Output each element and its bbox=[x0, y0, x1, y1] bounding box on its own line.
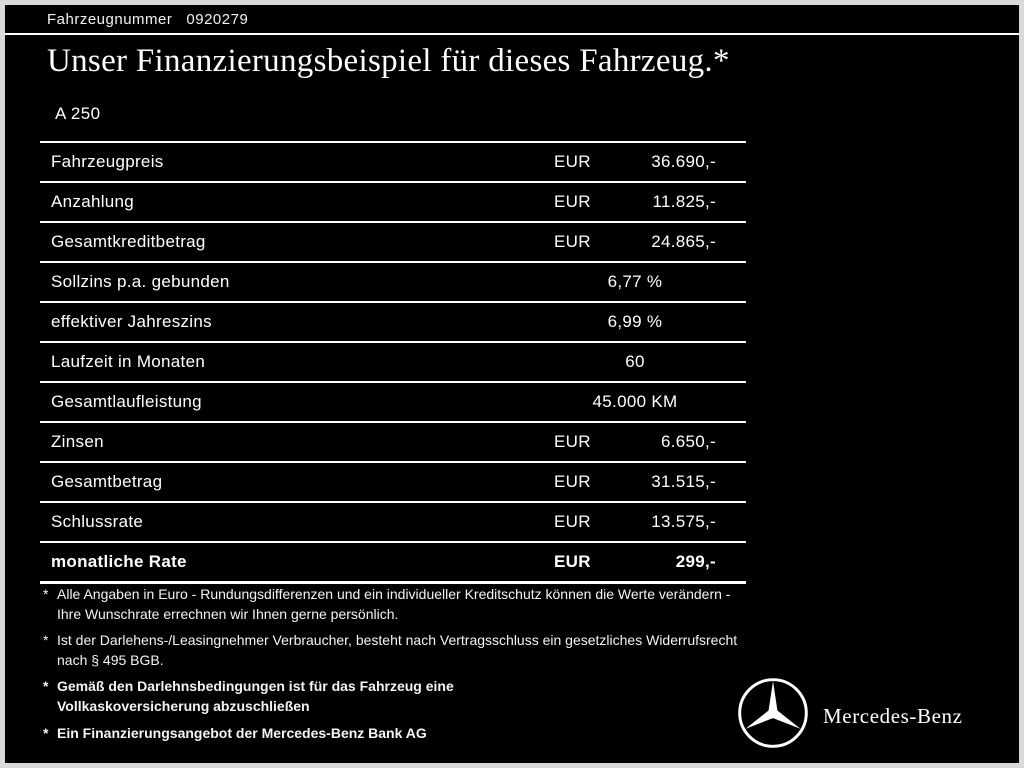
row-value: 60 bbox=[625, 352, 645, 371]
row-label: Gesamtlaufleistung bbox=[51, 392, 202, 411]
footnotes: * Alle Angaben in Euro - Rundungsdiffere… bbox=[43, 585, 757, 750]
row-label: Gesamtbetrag bbox=[51, 472, 163, 491]
top-divider bbox=[5, 33, 1019, 35]
row-value: 36.690,- bbox=[651, 152, 716, 171]
row-label: Gesamtkreditbetrag bbox=[51, 232, 206, 251]
footnote-marker: * bbox=[43, 678, 49, 695]
row-value: 24.865,- bbox=[651, 232, 716, 251]
footnote-marker: * bbox=[43, 586, 49, 602]
financing-table: Fahrzeugpreis EUR 36.690,- Anzahlung EUR 1… bbox=[40, 141, 746, 584]
footnote: * Ist der Darlehens-/Leasingnehmer Verbr… bbox=[43, 631, 757, 670]
row-label: monatliche Rate bbox=[51, 552, 187, 571]
footnote-text: Ist der Darlehens-/Leasingnehmer Verbrau… bbox=[57, 632, 738, 668]
row-value: 13.575,- bbox=[651, 512, 716, 531]
row-value: 6.650,- bbox=[660, 432, 716, 451]
table-row: Schlussrate EUR 13.575,- bbox=[40, 501, 746, 541]
row-value: 299,- bbox=[675, 552, 716, 571]
table-row: Gesamtlaufleistung 45.000 KM bbox=[40, 381, 746, 421]
row-currency: EUR bbox=[554, 192, 591, 211]
mercedes-star-icon bbox=[738, 678, 808, 748]
row-currency: EUR bbox=[554, 232, 591, 251]
footnote-marker: * bbox=[43, 724, 49, 741]
row-currency: EUR bbox=[554, 432, 591, 451]
brand-wordmark: Mercedes-Benz bbox=[823, 704, 963, 728]
row-label: effektiver Jahreszins bbox=[51, 312, 212, 331]
table-row: Anzahlung EUR 11.825,- bbox=[40, 181, 746, 221]
footnote-text: Gemäß den Darlehnsbedingungen ist für da… bbox=[57, 678, 454, 714]
table-row: Sollzins p.a. gebunden 6,77 % bbox=[40, 261, 746, 301]
row-value: 6,77 % bbox=[607, 272, 663, 291]
row-value: 31.515,- bbox=[651, 472, 716, 491]
row-label: Zinsen bbox=[51, 432, 104, 451]
footnote-marker: * bbox=[43, 632, 49, 649]
vehicle-number-value: 0920279 bbox=[186, 11, 249, 28]
footnote: * Gemäß den Darlehnsbedingungen ist für … bbox=[43, 677, 757, 716]
row-value: 45.000 KM bbox=[592, 392, 678, 411]
row-currency: EUR bbox=[554, 472, 591, 491]
row-value: 6,99 % bbox=[607, 312, 663, 331]
row-label: Sollzins p.a. gebunden bbox=[51, 272, 230, 291]
row-currency: EUR bbox=[554, 152, 591, 171]
table-row: Gesamtbetrag EUR 31.515,- bbox=[40, 461, 746, 501]
table-row: effektiver Jahreszins 6,99 % bbox=[40, 301, 746, 341]
table-row: Gesamtkreditbetrag EUR 24.865,- bbox=[40, 221, 746, 261]
vehicle-model: A 250 bbox=[55, 104, 101, 123]
table-row: Zinsen EUR 6.650,- bbox=[40, 421, 746, 461]
table-row: Laufzeit in Monaten 60 bbox=[40, 341, 746, 381]
footnote: * Ein Finanzierungsangebot der Mercedes-… bbox=[43, 724, 757, 744]
row-label: Fahrzeugpreis bbox=[51, 152, 164, 171]
vehicle-number: Fahrzeugnummer 0920279 bbox=[47, 11, 248, 28]
row-value: 11.825,- bbox=[652, 192, 716, 211]
row-currency: EUR bbox=[554, 512, 591, 531]
footnote-text: Ein Finanzierungsangebot der Mercedes-Be… bbox=[57, 724, 427, 741]
footnote: * Alle Angaben in Euro - Rundungsdiffere… bbox=[43, 585, 757, 624]
row-currency: EUR bbox=[554, 552, 591, 571]
footnote-text: Alle Angaben in Euro - Rundungsdifferenz… bbox=[57, 586, 731, 622]
row-label: Anzahlung bbox=[51, 192, 135, 211]
page-title: Unser Finanzierungsbeispiel für dieses F… bbox=[47, 43, 730, 79]
row-label: Laufzeit in Monaten bbox=[51, 352, 206, 371]
row-label: Schlussrate bbox=[51, 512, 144, 531]
table-row: Fahrzeugpreis EUR 36.690,- bbox=[40, 141, 746, 181]
vehicle-number-label: Fahrzeugnummer bbox=[47, 11, 173, 28]
table-row-monthly-rate: monatliche Rate EUR 299,- bbox=[40, 541, 746, 581]
